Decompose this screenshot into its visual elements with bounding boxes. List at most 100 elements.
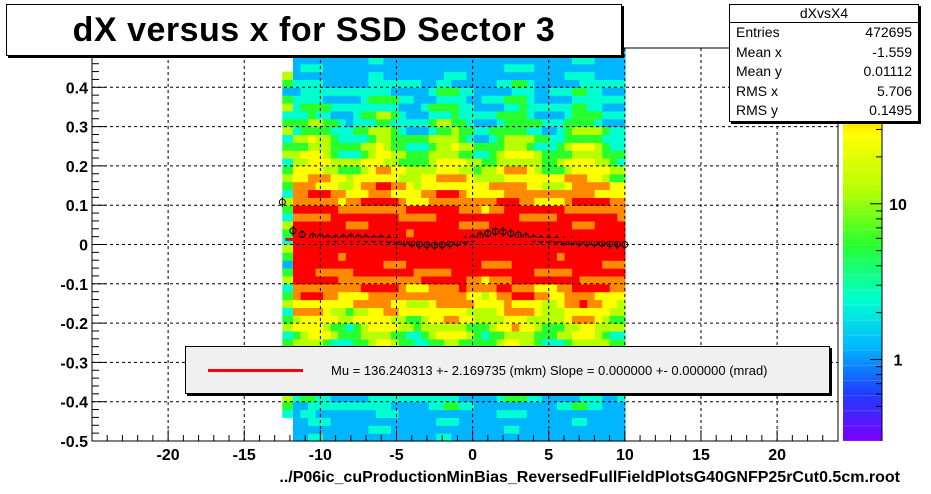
heatmap-cell	[428, 71, 437, 81]
heatmap-cell	[519, 323, 528, 332]
heatmap-cell	[572, 95, 581, 104]
heatmap-cell	[406, 283, 415, 293]
heatmap-cell	[609, 79, 618, 88]
heatmap-cell	[541, 110, 551, 120]
heatmap-cell	[609, 158, 618, 167]
heatmap-cell	[579, 103, 588, 112]
heatmap-cell	[345, 323, 354, 332]
heatmap-cell	[594, 228, 603, 238]
heatmap-cell	[375, 268, 385, 277]
heatmap-cell	[519, 283, 528, 293]
heatmap-cell	[406, 87, 415, 96]
heatmap-cell	[338, 299, 347, 308]
heatmap-cell	[602, 63, 611, 73]
heatmap-cell	[451, 173, 460, 183]
heatmap-cell	[526, 260, 535, 269]
heatmap-cell	[594, 95, 603, 104]
heatmap-cell	[541, 228, 551, 238]
heatmap-cell	[413, 165, 422, 175]
heatmap-cell	[572, 409, 581, 419]
heatmap-cell	[602, 220, 611, 230]
heatmap-cell	[345, 252, 354, 261]
heatmap-cell	[443, 433, 452, 442]
heatmap-cell	[458, 323, 468, 332]
heatmap-cell	[481, 268, 490, 277]
heatmap-cell	[526, 283, 535, 293]
heatmap-cell	[541, 433, 551, 442]
heatmap-cell	[360, 158, 369, 167]
heatmap-cell	[315, 213, 324, 222]
heatmap-cell	[489, 244, 498, 253]
heatmap-cell	[398, 142, 407, 151]
heatmap-cell	[375, 315, 385, 324]
heatmap-cell	[308, 142, 317, 151]
heatmap-cell	[579, 409, 588, 419]
heatmap-cell	[481, 71, 490, 81]
heatmap-cell	[383, 393, 392, 403]
heatmap-cell	[534, 393, 543, 403]
heatmap-cell	[489, 260, 498, 269]
heatmap-cell	[594, 158, 603, 167]
heatmap-cell	[526, 118, 535, 128]
heatmap-cell	[504, 150, 513, 159]
heatmap-cell	[466, 330, 475, 340]
heatmap-cell	[428, 158, 437, 167]
heatmap-cell	[466, 197, 475, 206]
heatmap-cell	[398, 95, 407, 104]
heatmap-cell	[413, 55, 422, 65]
heatmap-cell	[504, 260, 513, 269]
heatmap-cell	[421, 79, 430, 88]
heatmap-cell	[338, 197, 347, 206]
heatmap-cell	[466, 433, 475, 442]
heatmap-cell	[323, 205, 332, 214]
heatmap-cell	[292, 291, 302, 301]
heatmap-cell	[496, 87, 505, 96]
stats-row-mean-x: Mean x -1.559	[730, 43, 918, 63]
heatmap-cell	[617, 173, 626, 183]
heatmap-cell	[609, 220, 618, 230]
heatmap-cell	[572, 244, 581, 253]
heatmap-cell	[338, 87, 347, 96]
heatmap-cell	[549, 283, 558, 293]
heatmap-cell	[406, 260, 415, 269]
heatmap-cell	[330, 189, 339, 198]
heatmap-cell	[451, 401, 460, 411]
heatmap-cell	[353, 158, 362, 167]
heatmap-cell	[330, 134, 339, 143]
heatmap-cell	[587, 425, 596, 434]
heatmap-cell	[587, 142, 596, 151]
heatmap-cell	[587, 260, 596, 269]
heatmap-cell	[451, 79, 460, 88]
heatmap-cell	[579, 315, 588, 324]
heatmap-cell	[292, 181, 302, 191]
heatmap-cell	[391, 338, 400, 348]
heatmap-cell	[489, 63, 498, 73]
heatmap-cell	[496, 330, 505, 340]
heatmap-cell	[587, 213, 596, 222]
heatmap-cell	[436, 433, 445, 442]
heatmap-cell	[383, 95, 392, 104]
heatmap-cell	[413, 433, 422, 442]
heatmap-cell	[617, 71, 626, 81]
heatmap-cell	[282, 299, 293, 308]
heatmap-cell	[466, 134, 475, 143]
heatmap-cell	[473, 275, 483, 285]
heatmap-cell	[466, 87, 475, 96]
heatmap-cell	[360, 87, 369, 96]
heatmap-cell	[481, 173, 490, 183]
heatmap-cell	[526, 95, 535, 104]
heatmap-cell	[368, 315, 377, 324]
heatmap-cell	[345, 220, 354, 230]
heatmap-cell	[406, 95, 415, 104]
heatmap-cell	[556, 401, 566, 411]
heatmap-cell	[534, 87, 543, 96]
heatmap-cell	[391, 173, 400, 183]
heatmap-cell	[315, 197, 324, 206]
heatmap-cell	[292, 55, 302, 65]
heatmap-cell	[391, 158, 400, 167]
heatmap-cell	[609, 71, 618, 81]
heatmap-cell	[534, 252, 543, 261]
heatmap-cell	[428, 307, 437, 316]
heatmap-cell	[323, 71, 332, 81]
heatmap-cell	[481, 417, 490, 426]
